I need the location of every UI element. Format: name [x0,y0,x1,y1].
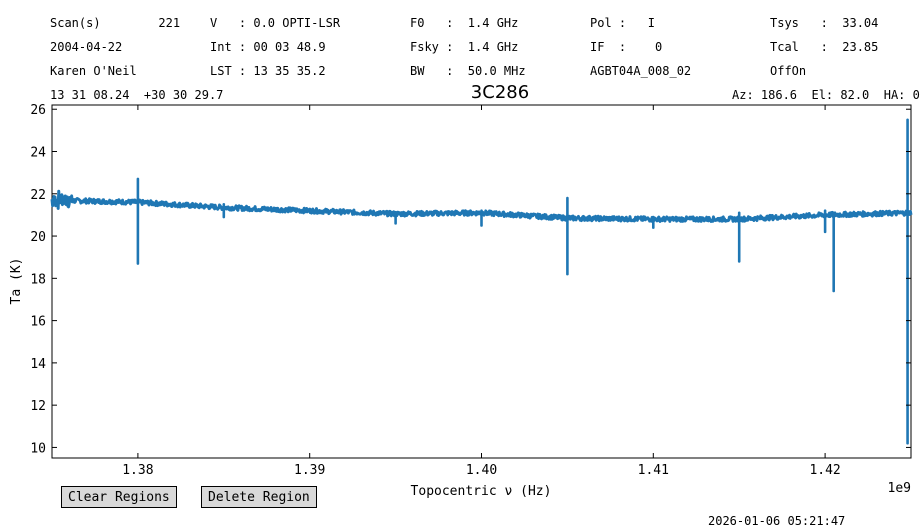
x-tick-label: 1.40 [466,463,497,478]
y-tick-label: 10 [30,441,46,456]
y-tick-label: 26 [30,103,46,118]
header-if: IF : 0 [590,40,663,54]
chart-title: 3C286 [470,82,530,103]
x-axis-label: Topocentric ν (Hz) [411,484,552,499]
y-tick-label: 14 [30,357,46,372]
delete-region-button[interactable]: Delete Region [201,486,317,508]
header-integration: Int : 00 03 48.9 [210,40,326,54]
header-tcal: Tcal : 23.85 [770,40,879,54]
y-tick-label: 22 [30,188,46,203]
y-axis-label: Ta (K) [9,258,24,305]
header-coords: 13 31 08.24 +30 30 29.7 [50,88,224,102]
timestamp: 2026-01-06 05:21:47 [708,514,846,528]
header-velocity: V : 0.0 OPTI-LSR [210,16,341,30]
header-bw: BW : 50.0 MHz [410,64,526,78]
header-lst: LST : 13 35 35.2 [210,64,326,78]
header-project: AGBT04A_008_02 [590,64,692,78]
x-axis-offset-label: 1e9 [888,481,911,496]
header-azel: Az: 186.6 El: 82.0 HA: 0 [732,88,920,102]
header-tsys: Tsys : 33.04 [770,16,879,30]
header-f0: F0 : 1.4 GHz [410,16,519,30]
x-tick-label: 1.42 [809,463,840,478]
x-tick-label: 1.38 [122,463,153,478]
header-observer: Karen O'Neil [50,64,137,78]
clear-regions-button[interactable]: Clear Regions [61,486,177,508]
header-scan: Scan(s) 221 [50,16,181,30]
header-date: 2004-04-22 [50,40,123,54]
header-procedure: OffOn [770,64,807,78]
y-tick-label: 16 [30,315,46,330]
header-pol: Pol : I [590,16,656,30]
x-tick-label: 1.41 [638,463,669,478]
y-tick-label: 12 [30,399,46,414]
x-tick-label: 1.39 [294,463,325,478]
y-tick-label: 20 [30,230,46,245]
plot-frame [51,104,912,459]
y-tick-label: 18 [30,272,46,287]
y-tick-label: 24 [30,146,46,161]
header-fsky: Fsky : 1.4 GHz [410,40,519,54]
